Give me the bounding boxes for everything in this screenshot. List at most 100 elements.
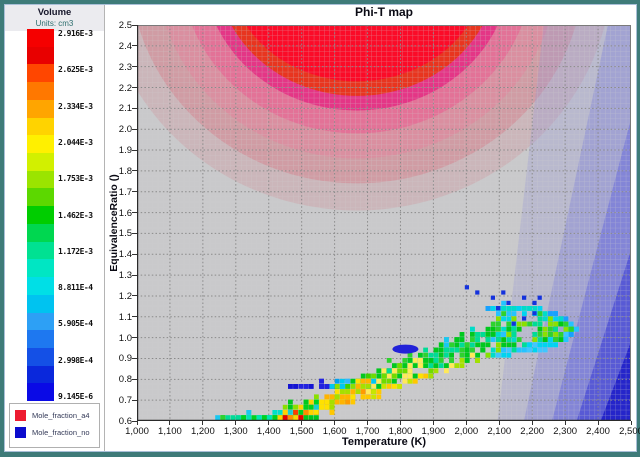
colorbar-step <box>27 46 54 65</box>
colorbar-step <box>27 383 54 402</box>
legend-swatch <box>15 427 26 438</box>
y-tick-mark <box>132 149 137 151</box>
colorbar-label: 2.625E-3 <box>58 65 93 75</box>
x-tick-mark <box>597 421 599 425</box>
x-tick-label: 2,500 <box>619 426 640 437</box>
x-tick-mark <box>564 421 566 425</box>
y-tick-label: 0.9 <box>118 353 132 365</box>
blue-ellipse-marker <box>392 344 419 354</box>
y-tick-mark <box>132 337 137 339</box>
legend-entry-Mole_fraction_a4[interactable]: Mole_fraction_a4 <box>15 410 99 421</box>
x-axis-label: Temperature (K) <box>341 436 427 448</box>
y-tick-mark <box>132 24 137 26</box>
y-tick-label: 1.1 <box>118 311 132 323</box>
colorbar-panel: Volume Units: cm3 2.916E-3 2.625E-3 2.334E… <box>5 5 105 451</box>
colorbar-labels: 2.916E-3 2.625E-3 2.334E-3 2.044E-3 1.753E-3… <box>58 29 104 401</box>
colorbar-step <box>27 312 54 331</box>
x-tick-mark <box>202 421 204 425</box>
plot-title: Phi-T map <box>354 5 413 19</box>
x-tick-mark <box>268 421 270 425</box>
y-tick-mark <box>132 316 137 318</box>
colorbar-step <box>27 365 54 384</box>
y-tick-label: 2.2 <box>118 82 132 94</box>
cell-grid-overlay <box>137 25 631 421</box>
y-tick-label: 1.2 <box>118 290 132 302</box>
y-tick-mark <box>132 128 137 130</box>
x-tick-label: 1,500 <box>289 426 314 437</box>
x-tick-label: 1,400 <box>256 426 281 437</box>
x-tick-label: 1,200 <box>190 426 215 437</box>
y-tick-mark <box>132 274 137 276</box>
colorbar-step <box>27 29 54 47</box>
colorbar-header: Volume Units: cm3 <box>5 5 104 31</box>
y-tick-mark <box>132 66 137 68</box>
x-tick-mark <box>136 421 138 425</box>
colorbar-step <box>27 294 54 313</box>
x-tick-label: 2,200 <box>520 426 545 437</box>
x-tick-mark <box>399 421 401 425</box>
legend-entry-Mole_fraction_no[interactable]: Mole_fraction_no <box>15 427 99 438</box>
y-tick-label: 1.6 <box>118 207 132 219</box>
colorbar-step <box>27 117 54 136</box>
x-tick-label: 1,000 <box>125 426 149 437</box>
x-tick-mark <box>432 421 434 425</box>
x-tick-label: 2,400 <box>586 426 610 437</box>
y-tick-mark <box>132 107 137 109</box>
y-tick-mark <box>132 45 137 47</box>
legend-swatch <box>15 410 26 421</box>
y-tick-mark <box>132 399 137 401</box>
colorbar-label: 9.145E-6 <box>58 392 93 401</box>
phi-t-plot-canvas[interactable] <box>137 25 631 421</box>
x-tick-mark <box>367 421 369 425</box>
gridlines <box>137 25 631 421</box>
x-tick-mark <box>301 421 303 425</box>
y-tick-mark <box>132 420 137 422</box>
colorbar-label: 1.172E-3 <box>58 246 93 256</box>
colorbar-step <box>27 241 54 260</box>
colorbar-step <box>27 82 54 100</box>
x-tick-label: 1,700 <box>355 426 380 437</box>
colorbar-step <box>27 223 54 242</box>
y-tick-label: 1.4 <box>118 249 132 261</box>
x-tick-label: 2,000 <box>454 426 479 437</box>
volume-scatter <box>210 285 579 421</box>
y-tick-label: 1.3 <box>118 270 132 282</box>
colorbar-step <box>27 259 54 278</box>
y-tick-label: 2.5 <box>118 20 132 31</box>
y-tick-label: 0.8 <box>118 374 132 386</box>
colorbar-label: 1.462E-3 <box>58 210 93 220</box>
x-tick-mark <box>169 421 171 425</box>
x-tick-mark <box>531 421 533 425</box>
x-tick-mark <box>334 421 336 425</box>
colorbar-label: 2.916E-3 <box>58 29 93 38</box>
colorbar-step <box>27 188 54 207</box>
y-tick-mark <box>132 87 137 89</box>
x-tick-label: 1,600 <box>322 426 347 437</box>
colorbar-gradient <box>27 29 54 402</box>
colorbar-units: Units: cm3 <box>35 19 74 28</box>
y-tick-label: 2.4 <box>118 40 132 52</box>
x-tick-label: 1,800 <box>388 426 413 437</box>
y-tick-mark <box>132 253 137 255</box>
y-tick-mark <box>132 295 137 297</box>
y-tick-label: 2.3 <box>118 61 132 73</box>
y-tick-mark <box>132 378 137 380</box>
colorbar-step <box>27 277 54 295</box>
y-tick-mark <box>132 212 137 214</box>
y-tick-label: 1.0 <box>118 332 132 344</box>
y-tick-mark <box>132 170 137 172</box>
legend-entry-label: Mole_fraction_no <box>32 428 90 437</box>
colorbar-step <box>27 330 54 348</box>
x-tick-label: 2,100 <box>487 426 512 437</box>
colorbar-step <box>27 153 54 171</box>
y-tick-mark <box>132 357 137 359</box>
colorbar-title: Volume <box>37 7 72 18</box>
x-tick-label: 1,100 <box>158 426 182 437</box>
colorbar-label: 2.334E-3 <box>58 101 93 111</box>
y-tick-label: 0.6 <box>118 416 132 427</box>
y-tick-label: 1.8 <box>118 165 132 177</box>
y-tick-mark <box>132 191 137 193</box>
x-tick-mark <box>498 421 500 425</box>
y-tick-label: 1.7 <box>118 186 132 198</box>
